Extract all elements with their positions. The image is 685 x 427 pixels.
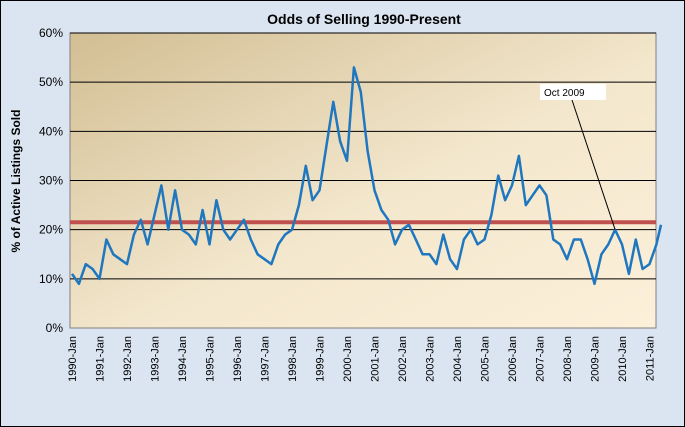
x-tick-label: 2006-Jan [507,336,519,382]
y-tick-label: 10% [39,272,63,286]
chart-title: Odds of Selling 1990-Present [267,11,461,27]
annotation-label: Oct 2009 [544,88,585,99]
y-tick-label: 60% [39,26,63,40]
x-tick-label: 2008-Jan [562,336,574,382]
x-tick-label: 1996-Jan [232,336,244,382]
x-tick-label: 1995-Jan [205,336,217,382]
x-tick-label: 2000-Jan [342,336,354,382]
x-tick-label: 1998-Jan [287,336,299,382]
x-tick-label: 1993-Jan [150,336,162,382]
x-tick-label: 1994-Jan [177,336,189,382]
y-axis-label: % of Active Listings Sold [9,110,23,253]
x-tick-label: 2004-Jan [452,336,464,382]
x-tick-label: 2007-Jan [535,336,547,382]
y-tick-label: 40% [39,124,63,138]
x-tick-label: 2009-Jan [590,336,602,382]
x-tick-label: 2002-Jan [397,336,409,382]
y-tick-label: 0% [46,321,64,335]
annotation-box [540,84,606,100]
x-tick-label: 1991-Jan [95,336,107,382]
x-tick-label: 2010-Jan [617,336,629,382]
x-tick-label: 2005-Jan [480,336,492,382]
y-tick-label: 30% [39,174,63,188]
y-tick-label: 50% [39,75,63,89]
y-tick-label: 20% [39,223,63,237]
x-tick-label: 1992-Jan [122,336,134,382]
x-tick-label: 1999-Jan [315,336,327,382]
x-tick-label: 1990-Jan [67,336,79,382]
x-tick-label: 2003-Jan [425,336,437,382]
x-tick-label: 1997-Jan [260,336,272,382]
annotation-leader-line [571,99,616,230]
x-tick-label: 2001-Jan [370,336,382,382]
x-tick-label: 2011-Jan [645,336,657,381]
